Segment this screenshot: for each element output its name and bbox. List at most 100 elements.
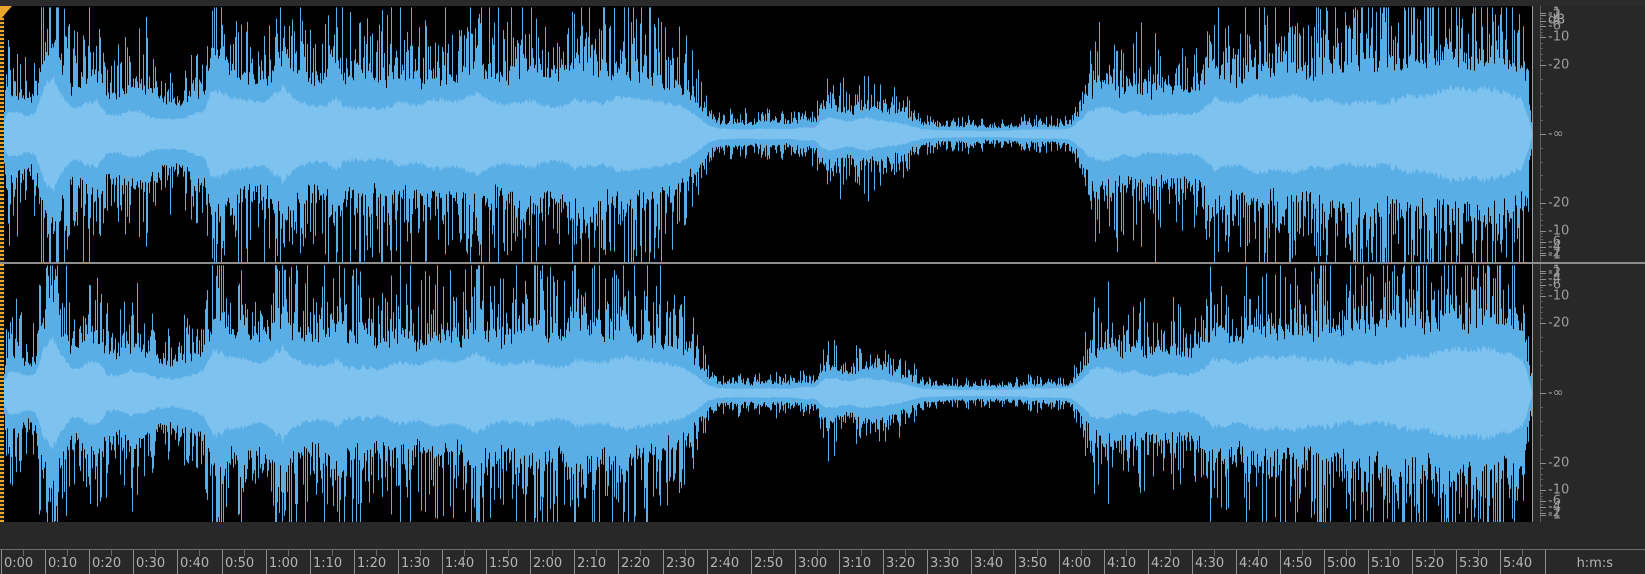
time-tick-major [177, 550, 178, 574]
db-tick-label: -4 [1548, 239, 1561, 255]
time-tick-major [1104, 550, 1105, 574]
time-tick-minor [1302, 550, 1303, 556]
db-tick-label: -6 [1548, 234, 1561, 250]
time-tick-minor [1390, 550, 1391, 556]
time-tick-label: 0:30 [136, 556, 166, 571]
db-ruler-left[interactable]: dB -1 -2 -4 -6 -10 -20 -1 -2 -4 -6 -10 -20 -∞ [1532, 6, 1645, 262]
time-tick-major [310, 550, 311, 574]
db-tick [1540, 507, 1546, 508]
time-tick-label: 5:00 [1327, 556, 1357, 571]
time-tick-label: 2:50 [754, 556, 784, 571]
db-tick [1540, 34, 1543, 36]
time-tick-major [707, 550, 708, 574]
time-tick-major [398, 550, 399, 574]
db-tick [1540, 161, 1543, 163]
time-tick-minor [199, 550, 200, 556]
time-tick-minor [464, 550, 465, 556]
db-tick [1540, 406, 1543, 408]
db-tick [1540, 59, 1543, 61]
time-tick-major [1015, 550, 1016, 574]
db-tick-label: -10 [1548, 223, 1570, 239]
waveform-canvas-right[interactable] [0, 264, 1533, 522]
db-tick [1540, 189, 1543, 191]
db-tick [1540, 301, 1543, 303]
db-tick [1540, 18, 1543, 20]
time-tick-label: 2:40 [710, 556, 740, 571]
db-tick [1540, 273, 1546, 275]
db-tick [1540, 37, 1546, 39]
db-tick [1540, 247, 1546, 249]
time-tick-label: 2:30 [666, 556, 696, 571]
time-tick-label: 4:50 [1283, 556, 1313, 571]
time-tick-major [751, 550, 752, 574]
waveform-plot-left [0, 7, 1533, 262]
time-ruler[interactable]: 0:00 0:10 0:20 0:30 0:40 0:50 1:00 1:10 1:20 1:30… [0, 549, 1645, 574]
time-tick-label: 2:10 [577, 556, 607, 571]
time-tick-label: 0:50 [225, 556, 255, 571]
db-tick [1540, 230, 1546, 232]
time-tick-minor [1126, 550, 1127, 556]
time-tick-minor [685, 550, 686, 556]
db-tick [1540, 462, 1546, 464]
db-tick [1540, 493, 1543, 495]
time-tick-minor [773, 550, 774, 556]
db-tick [1540, 31, 1543, 33]
time-tick-label: 1:50 [489, 556, 519, 571]
time-tick-major [1545, 550, 1546, 574]
db-tick-label: -6 [1548, 493, 1561, 509]
db-tick [1540, 65, 1546, 67]
track-channel-left[interactable]: dB -1 -2 -4 -6 -10 -20 -1 -2 -4 -6 -10 -20 -∞ [0, 6, 1645, 262]
db-tick [1540, 238, 1543, 240]
db-tick [1540, 214, 1543, 215]
db-tick [1540, 249, 1543, 251]
db-tick-label: -1 [1548, 263, 1561, 279]
time-tick-minor [552, 550, 553, 556]
db-tick-label: -20 [1548, 455, 1570, 471]
time-tick-label: 3:50 [1018, 556, 1048, 571]
db-tick [1540, 479, 1543, 481]
waveform-canvas-left[interactable] [0, 6, 1533, 262]
db-tick [1540, 512, 1546, 514]
time-tick-major [839, 550, 840, 574]
time-tick-minor [67, 550, 68, 556]
time-tick-label: 3:00 [798, 556, 828, 571]
time-tick-label: 0:40 [180, 556, 210, 571]
db-tick-label-infinity: -∞ [1548, 126, 1564, 142]
db-ruler-right[interactable]: -1 -2 -4 -6 -10 -20 -1 -2 -4 -6 -10 -20 -∞ [1532, 264, 1645, 522]
track-stack: dB -1 -2 -4 -6 -10 -20 -1 -2 -4 -6 -10 -20 -∞ -1 -2 -4-… [0, 6, 1645, 524]
time-tick-minor [1258, 550, 1259, 556]
playhead-cursor-left[interactable] [0, 6, 4, 262]
time-tick-minor [861, 550, 862, 556]
db-tick [1540, 233, 1543, 235]
db-tick [1540, 498, 1543, 500]
time-tick-major [663, 550, 664, 574]
time-tick-minor [1346, 550, 1347, 556]
db-tick-label: -2 [1548, 505, 1561, 521]
time-tick-label: 4:00 [1062, 556, 1092, 571]
db-tick-label: -1 [1548, 5, 1561, 21]
db-tick [1540, 290, 1543, 292]
time-tick-label: 5:30 [1459, 556, 1489, 571]
time-tick-label: 4:10 [1107, 556, 1137, 571]
time-tick-minor [244, 550, 245, 556]
db-tick-label: -1 [1548, 507, 1561, 523]
time-tick-minor [729, 550, 730, 556]
time-tick-label: 3:30 [930, 556, 960, 571]
time-tick-major [1412, 550, 1413, 574]
time-tick-minor [640, 550, 641, 556]
db-tick-label: -2 [1548, 265, 1561, 281]
time-tick-minor [155, 550, 156, 556]
db-tick [1540, 501, 1546, 503]
db-tick [1540, 284, 1546, 286]
playhead-cursor-right[interactable] [0, 264, 4, 522]
db-tick-label: -10 [1548, 288, 1570, 304]
db-tick [1540, 306, 1543, 308]
db-tick [1540, 270, 1546, 272]
time-tick-minor [376, 550, 377, 556]
channel-divider [0, 262, 1645, 264]
track-channel-right[interactable]: -1 -2 -4 -6 -10 -20 -1 -2 -4 -6 -10 -20 -∞ [0, 264, 1645, 522]
db-tick-label: -20 [1548, 315, 1570, 331]
time-tick-major [89, 550, 90, 574]
time-tick-major [442, 550, 443, 574]
